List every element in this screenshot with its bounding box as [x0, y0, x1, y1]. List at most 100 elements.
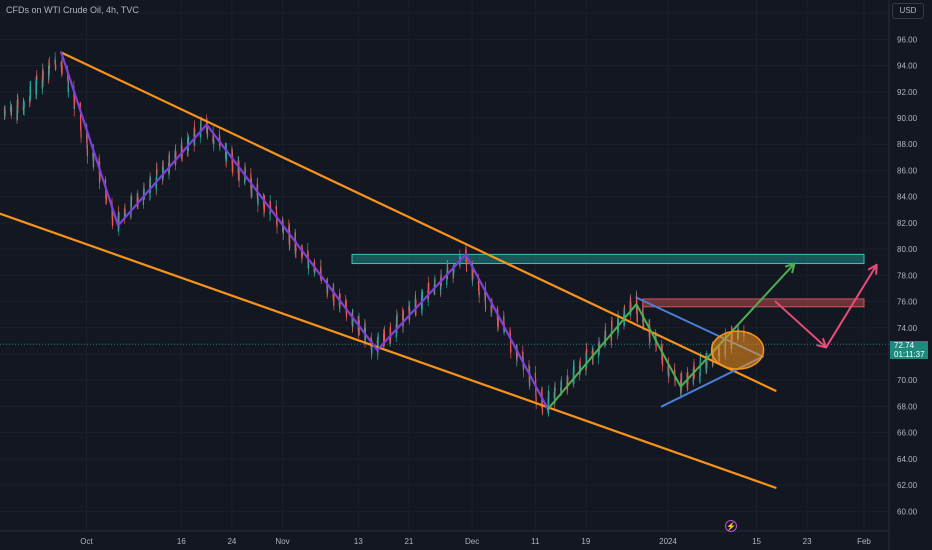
- candle-body: [535, 396, 537, 402]
- time-axis[interactable]: Oct 16 24 Nov 13 21 Dec 11 19 2024 15 23 Feb: [80, 537, 871, 546]
- candle-body: [510, 348, 512, 352]
- grid: [0, 0, 889, 531]
- candle-body: [649, 326, 651, 342]
- y-tick-label: 68.00: [897, 402, 918, 411]
- candle-body: [560, 382, 563, 385]
- candle-body: [484, 288, 487, 307]
- y-tick-label: 86.00: [897, 166, 918, 175]
- candle-body: [308, 263, 310, 269]
- y-tick-label: 90.00: [897, 114, 918, 123]
- currency-button[interactable]: USD: [892, 3, 924, 19]
- candle-body: [105, 195, 107, 202]
- candle-body: [156, 170, 158, 175]
- candle-body: [112, 214, 114, 226]
- candle-body: [535, 378, 537, 387]
- candle-body: [440, 282, 442, 285]
- candle-body: [4, 112, 6, 116]
- candle-body: [617, 319, 619, 329]
- candles: [3, 52, 745, 417]
- x-tick-label: 2024: [659, 537, 677, 546]
- candle-body: [225, 148, 228, 162]
- y-tick-label: 88.00: [897, 140, 918, 149]
- candle-body: [409, 308, 411, 313]
- supply-zone: [642, 298, 865, 308]
- candle-body: [314, 271, 316, 272]
- candle-body: [74, 102, 76, 103]
- candle-body: [383, 330, 386, 345]
- candle-body: [10, 107, 13, 112]
- candle-body: [250, 173, 252, 189]
- candle-body: [643, 321, 645, 327]
- y-tick-label: 74.00: [897, 324, 918, 333]
- candle-body: [104, 178, 107, 186]
- candle-body: [232, 163, 234, 174]
- candle-body: [282, 227, 284, 234]
- candle-body: [592, 349, 594, 358]
- y-tick-label: 80.00: [897, 245, 918, 254]
- candle-body: [313, 262, 316, 267]
- pink-arrow-head-down: [816, 337, 828, 349]
- candle-body: [73, 95, 76, 103]
- candle-body: [162, 167, 164, 177]
- flash-icon[interactable]: ⚡: [725, 520, 737, 532]
- y-tick-label: 66.00: [897, 429, 918, 438]
- candle-body: [345, 299, 347, 310]
- candle-body: [680, 373, 683, 389]
- candle-body: [706, 352, 708, 368]
- last-price-badge: 72.74 01:11:37: [890, 341, 928, 359]
- x-tick-label: 11: [531, 537, 540, 546]
- x-tick-label: 23: [803, 537, 812, 546]
- candle-body: [333, 291, 335, 306]
- candle-body: [200, 119, 202, 121]
- candle-body: [257, 197, 259, 205]
- x-tick-label: Oct: [80, 537, 93, 546]
- candle-body: [213, 139, 215, 145]
- pink-arrow-head-up: [867, 263, 878, 275]
- candle-body: [624, 313, 626, 318]
- candle-body: [320, 266, 322, 276]
- candle-body: [326, 283, 329, 293]
- x-tick-label: 24: [227, 537, 236, 546]
- candle-body: [99, 177, 101, 179]
- candle-body: [459, 256, 461, 258]
- candle-body: [548, 391, 550, 400]
- candle-body: [699, 361, 701, 377]
- candle-body: [478, 292, 480, 295]
- candle-body: [402, 310, 405, 320]
- candle-body: [352, 316, 354, 325]
- candle-body: [244, 171, 247, 174]
- candle-body: [611, 322, 613, 327]
- candle-body: [48, 63, 51, 68]
- candle-body: [554, 387, 556, 391]
- candle-body: [573, 365, 575, 373]
- candle-body: [478, 278, 480, 290]
- candle-body: [131, 196, 133, 200]
- candle-body: [86, 145, 88, 157]
- candle-body: [377, 333, 379, 344]
- candle-body: [307, 250, 309, 261]
- candle-body: [649, 341, 651, 342]
- candle-body: [447, 266, 449, 274]
- candle-body: [396, 314, 398, 328]
- price-axis[interactable]: 98.0096.0094.0092.0090.0088.0086.0084.00…: [897, 9, 918, 516]
- drawings: [0, 51, 878, 489]
- candle-body: [585, 349, 588, 368]
- candle-body: [67, 87, 70, 93]
- candle-body: [484, 306, 487, 309]
- candle-body: [137, 196, 139, 205]
- candle-body: [541, 403, 544, 413]
- candle-body: [503, 329, 506, 332]
- candle-body: [605, 335, 607, 336]
- candle-body: [610, 330, 613, 341]
- y-tick-label: 78.00: [897, 271, 918, 280]
- candle-body: [636, 308, 638, 314]
- candle-body: [364, 335, 367, 338]
- green-wave-path: [546, 262, 796, 411]
- candle-body: [142, 199, 145, 205]
- candle-body: [586, 349, 588, 353]
- x-tick-label: 13: [354, 537, 363, 546]
- candle-body: [17, 98, 19, 107]
- candle-body: [61, 64, 63, 75]
